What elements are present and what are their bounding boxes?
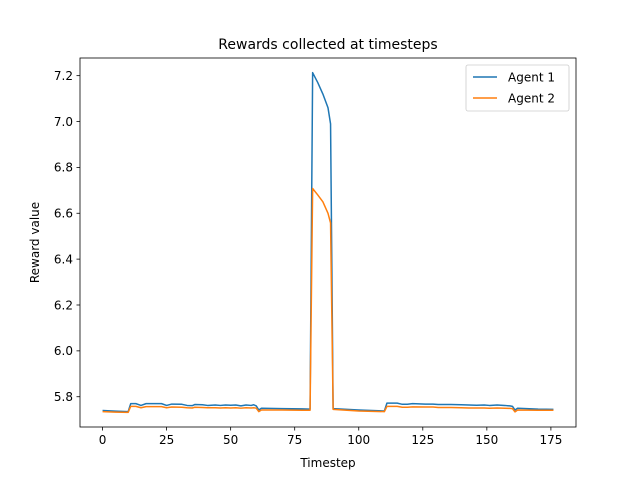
y-tick-label: 7.2 (54, 69, 73, 83)
x-tick-label: 25 (159, 433, 174, 447)
y-axis-label: Reward value (28, 202, 42, 283)
legend: Agent 1 Agent 2 (465, 64, 570, 112)
x-tick-label: 125 (411, 433, 434, 447)
x-axis: 0 25 50 75 100 125 150 175 (99, 427, 562, 447)
chart-title: Rewards collected at timesteps (218, 37, 437, 53)
x-axis-label: Timestep (299, 456, 355, 470)
y-tick-label: 6.6 (54, 207, 73, 221)
x-tick-label: 150 (475, 433, 498, 447)
axes-frame (79, 57, 577, 428)
y-tick-label: 6.0 (54, 344, 73, 358)
y-tick-label: 7.0 (54, 115, 73, 129)
legend-label-agent-2: Agent 2 (508, 91, 555, 105)
y-axis: 5.8 6.0 6.2 6.4 6.6 6.8 7.0 7.2 (54, 69, 80, 404)
legend-label-agent-1: Agent 1 (508, 70, 555, 84)
x-tick-label: 100 (347, 433, 370, 447)
x-tick-label: 0 (99, 433, 107, 447)
series-line-agent-2 (102, 187, 554, 414)
y-tick-label: 6.2 (54, 298, 73, 312)
y-tick-label: 6.8 (54, 161, 73, 175)
x-tick-label: 75 (287, 433, 302, 447)
y-tick-label: 5.8 (54, 390, 73, 404)
y-tick-label: 6.4 (54, 252, 73, 266)
x-tick-label: 175 (539, 433, 562, 447)
series-group (102, 71, 554, 414)
x-tick-label: 50 (223, 433, 238, 447)
